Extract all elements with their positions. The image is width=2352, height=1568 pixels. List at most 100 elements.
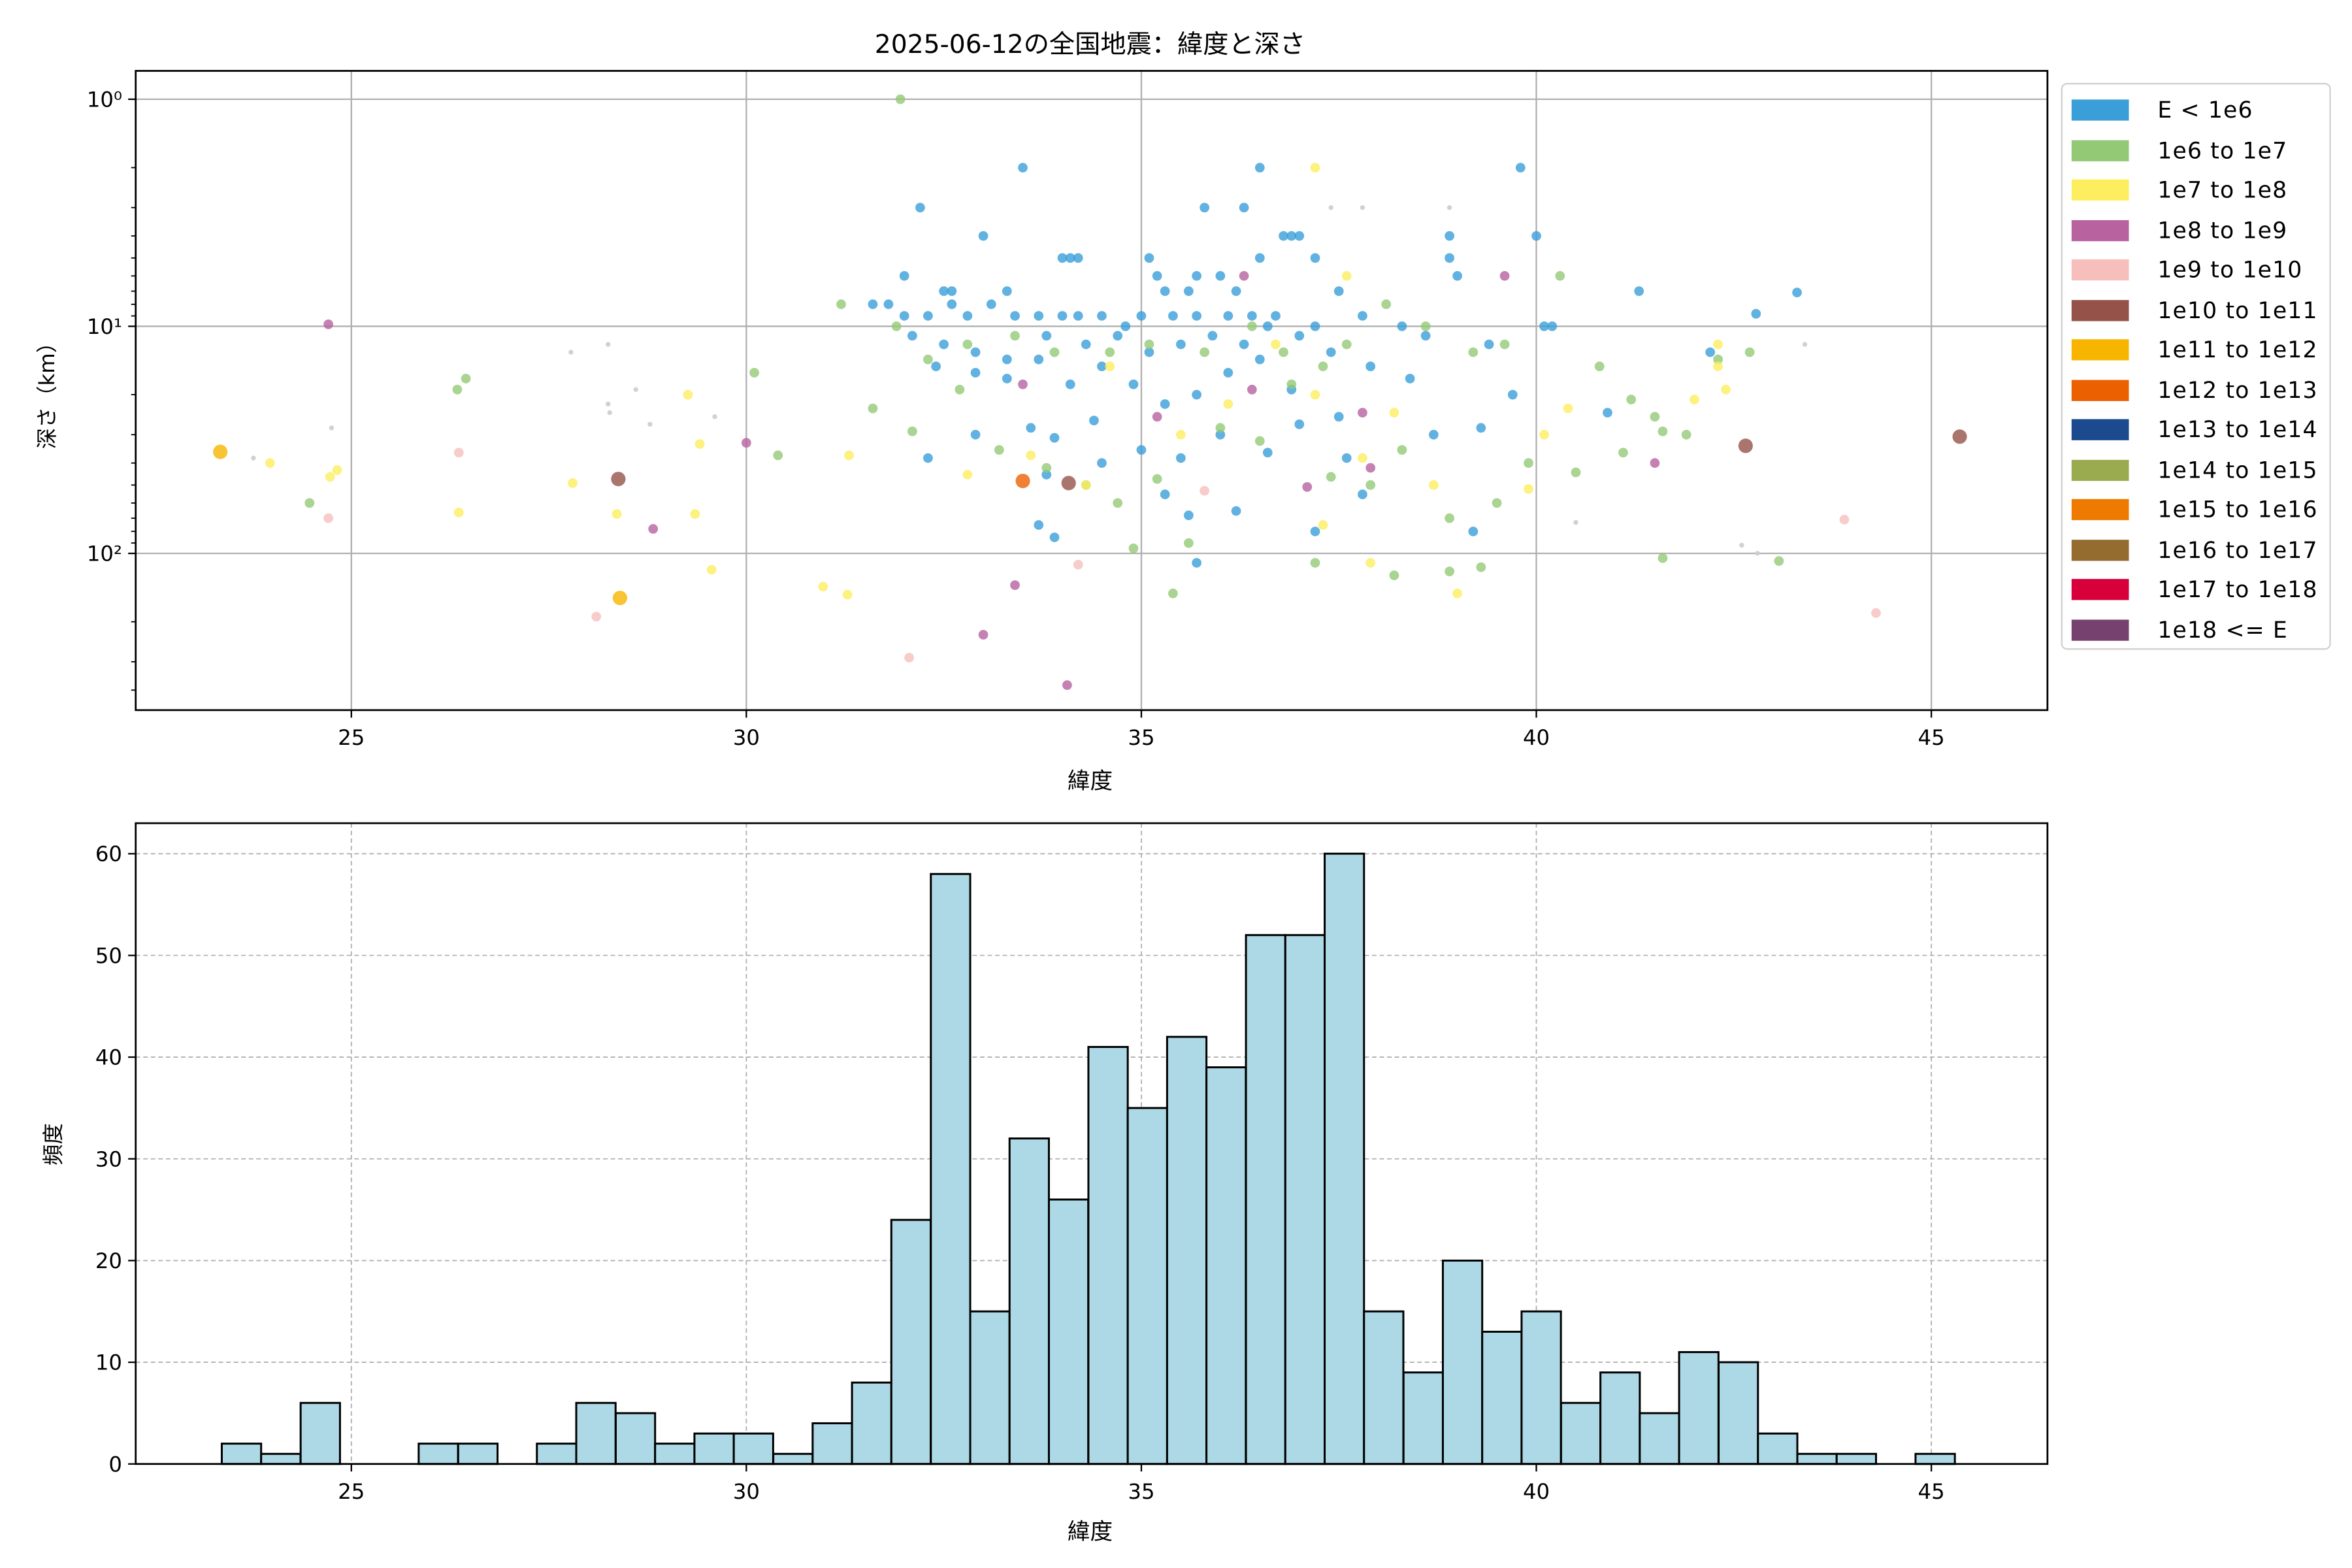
histogram-bar: [260, 1452, 302, 1465]
scatter-point: [1492, 498, 1502, 508]
legend: E < 1e6 1e6 to 1e7 1e7 to 1e8 1e8 to 1e9 1e9…: [2061, 82, 2331, 650]
scatter-point: [1360, 205, 1365, 210]
scatter-point: [1231, 506, 1241, 516]
scatter-point: [1049, 532, 1060, 542]
scatter-point: [1049, 347, 1060, 357]
scatter-point: [1262, 448, 1273, 458]
scatter-point: [251, 455, 256, 461]
histogram-bar: [575, 1401, 617, 1465]
scatter-point: [1445, 566, 1455, 577]
histogram-bar: [1757, 1432, 1799, 1465]
scatter-point: [1254, 436, 1265, 446]
scatter-point: [1026, 423, 1036, 433]
scatter-point: [1452, 588, 1463, 598]
scatter-point: [1200, 347, 1210, 357]
scatter-point: [1476, 423, 1486, 433]
scatter-point: [1484, 339, 1494, 350]
histogram-y-label: 頻度: [41, 1123, 65, 1166]
scatter-point: [1041, 331, 1052, 341]
scatter-point: [1871, 608, 1881, 618]
scatter-point: [1073, 559, 1083, 570]
scatter-point: [591, 612, 602, 622]
scatter-point: [1365, 463, 1376, 473]
scatter-point: [1113, 498, 1123, 508]
histogram-bar: [299, 1401, 341, 1465]
scatter-point: [741, 438, 751, 448]
scatter-point: [844, 450, 854, 461]
legend-item: 1e9 to 1e10: [2063, 250, 2329, 290]
scatter-point: [568, 350, 574, 355]
histogram-bar: [614, 1412, 657, 1465]
scatter-point: [1333, 286, 1344, 297]
scatter-point: [1160, 399, 1170, 409]
scatter-point: [1057, 253, 1068, 263]
legend-label: 1e12 to 1e13: [2157, 376, 2318, 404]
scatter-point: [1405, 374, 1415, 384]
scatter-point: [923, 453, 933, 463]
legend-swatch: [2071, 99, 2129, 122]
histogram-bar: [1639, 1412, 1680, 1465]
scatter-x-tick-label: 30: [733, 725, 760, 750]
scatter-point: [1634, 286, 1644, 297]
scatter-point: [1515, 163, 1526, 173]
scatter-point: [1097, 361, 1107, 372]
scatter-point: [1105, 347, 1115, 357]
scatter-point: [1160, 489, 1170, 500]
legend-swatch: [2071, 459, 2129, 481]
scatter-point: [706, 564, 717, 575]
scatter-point: [606, 401, 611, 407]
scatter-point: [1176, 339, 1186, 350]
histogram-bar: [811, 1422, 853, 1465]
scatter-point: [694, 439, 705, 449]
histogram-x-tick-label: 45: [1918, 1479, 1945, 1504]
scatter-point: [1420, 331, 1431, 341]
legend-label: 1e7 to 1e8: [2157, 176, 2288, 204]
scatter-point: [1705, 347, 1716, 357]
legend-label: 1e10 to 1e11: [2157, 297, 2318, 324]
scatter-point: [1034, 354, 1044, 365]
legend-item: 1e14 to 1e15: [2063, 450, 2329, 490]
scatter-point: [1420, 321, 1431, 331]
scatter-point: [1397, 445, 1407, 455]
scatter-point: [962, 339, 973, 350]
scatter-point: [1594, 361, 1605, 372]
scatter-point: [1751, 308, 1761, 319]
scatter-point: [1792, 287, 1802, 298]
scatter-point: [1262, 321, 1273, 331]
scatter-point: [1002, 286, 1012, 297]
legend-swatch: [2071, 339, 2129, 361]
histogram-bar: [536, 1443, 578, 1465]
scatter-point: [1445, 513, 1455, 523]
scatter-point: [607, 410, 612, 416]
legend-label: 1e13 to 1e14: [2157, 416, 2318, 444]
scatter-point: [1015, 474, 1030, 489]
scatter-point: [1744, 347, 1755, 357]
scatter-point: [1341, 270, 1352, 281]
scatter-point: [1333, 412, 1344, 422]
histogram-bar: [220, 1443, 263, 1465]
scatter-point: [923, 354, 933, 365]
histogram-bar: [851, 1381, 892, 1465]
histogram-bar: [693, 1432, 735, 1465]
scatter-point: [1271, 311, 1281, 321]
scatter-y-tick-label: 10²: [87, 542, 122, 566]
scatter-point: [978, 231, 988, 241]
legend-label: 1e11 to 1e12: [2157, 336, 2318, 364]
legend-item: 1e17 to 1e18: [2063, 570, 2329, 610]
scatter-point: [1531, 231, 1541, 241]
scatter-point: [1034, 311, 1044, 321]
scatter-point: [1310, 527, 1320, 536]
legend-item: 1e12 to 1e13: [2063, 370, 2329, 410]
scatter-point: [1081, 339, 1091, 350]
scatter-point: [1318, 361, 1328, 372]
scatter-point: [1010, 311, 1020, 321]
scatter-point: [962, 311, 973, 321]
scatter-point: [1507, 389, 1518, 400]
scatter-point: [1429, 480, 1439, 490]
scatter-point: [1152, 474, 1162, 484]
legend-label: 1e14 to 1e15: [2157, 456, 2318, 484]
scatter-point: [1231, 286, 1241, 297]
scatter-point: [1429, 429, 1439, 440]
scatter-point: [1168, 311, 1178, 321]
